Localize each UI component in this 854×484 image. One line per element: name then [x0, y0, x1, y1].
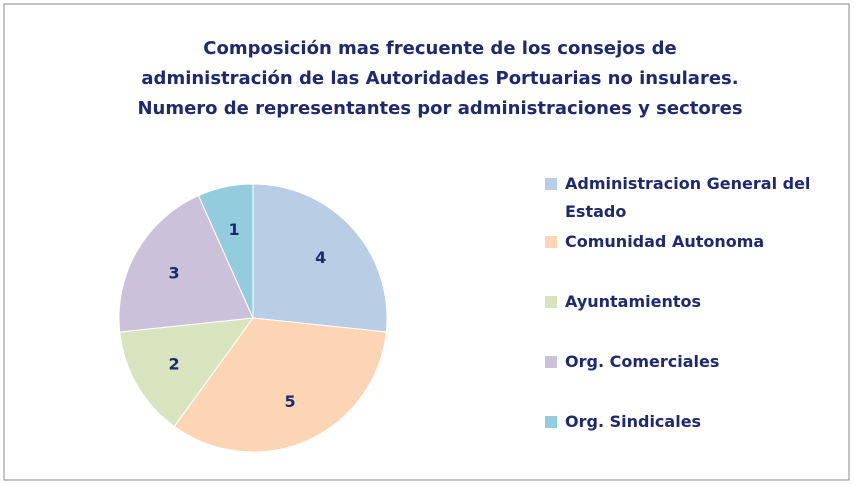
legend-entry: Org. Comerciales [545, 348, 825, 376]
pie-slice [173, 317, 387, 453]
data-label: 5 [284, 392, 295, 411]
legend-entry: Ayuntamientos [545, 288, 825, 316]
legend-swatch [545, 178, 557, 190]
chart-title: Numero de representantes por administrac… [137, 98, 742, 119]
legend-swatch [545, 416, 557, 428]
chart-title: administración de las Autoridades Portua… [141, 68, 738, 89]
legend-label: Comunidad Autonoma [565, 232, 765, 251]
legend-label: Administracion General del Estado [565, 174, 811, 221]
legend-label: Ayuntamientos [565, 292, 702, 311]
pie-slice [252, 183, 388, 333]
legend-label: Org. Comerciales [565, 352, 720, 371]
data-label: 2 [169, 355, 180, 374]
data-label: 1 [228, 220, 239, 239]
chart-title: Composición mas frecuente de los consejo… [203, 38, 676, 59]
pie-slice [119, 317, 255, 428]
pie-slice [197, 183, 254, 319]
data-label: 4 [315, 248, 326, 267]
legend-entry: Comunidad Autonoma [545, 228, 825, 256]
pie-slice [118, 194, 254, 333]
legend-entry: Administracion General del Estado [545, 170, 825, 226]
legend-swatch [545, 236, 557, 248]
legend-swatch [545, 296, 557, 308]
data-label: 3 [169, 263, 180, 282]
legend-swatch [545, 356, 557, 368]
legend-entry: Org. Sindicales [545, 408, 825, 436]
legend-label: Org. Sindicales [565, 412, 702, 431]
